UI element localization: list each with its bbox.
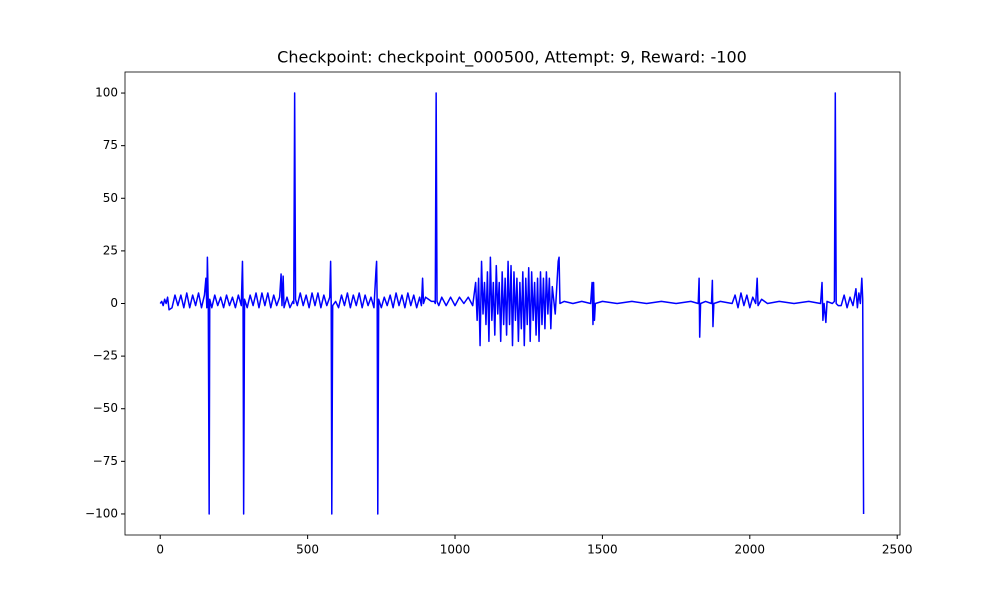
data-line bbox=[159, 92, 865, 515]
y-tick-label: −75 bbox=[93, 454, 118, 468]
x-tick-label: 0 bbox=[156, 543, 164, 557]
y-tick-label: 75 bbox=[103, 138, 118, 152]
y-tick-label: −100 bbox=[85, 506, 118, 520]
x-tick-label: 500 bbox=[296, 543, 319, 557]
y-tick-label: −25 bbox=[93, 349, 118, 363]
x-tick-label: 2000 bbox=[735, 543, 766, 557]
plot-frame bbox=[124, 71, 901, 536]
x-tick-label: 1500 bbox=[587, 543, 618, 557]
y-tick-label: 100 bbox=[95, 86, 118, 100]
y-tick-label: 50 bbox=[103, 191, 118, 205]
y-tick-label: −50 bbox=[93, 401, 118, 415]
y-tick-label: 25 bbox=[103, 243, 118, 257]
y-tick-label: 0 bbox=[110, 296, 118, 310]
x-tick-label: 1000 bbox=[440, 543, 471, 557]
x-tick-label: 2500 bbox=[882, 543, 913, 557]
chart-title: Checkpoint: checkpoint_000500, Attempt: … bbox=[277, 48, 747, 68]
